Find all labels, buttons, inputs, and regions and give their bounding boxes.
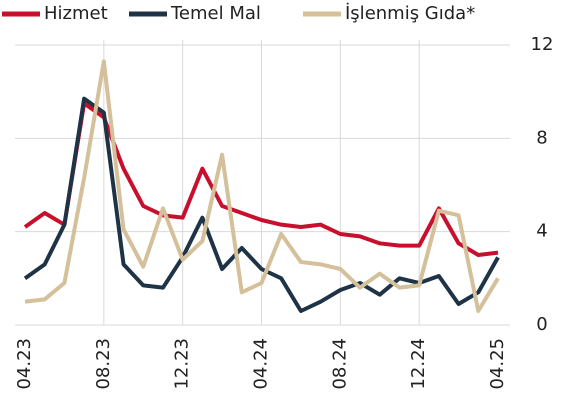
x-tick-label: 12.23 xyxy=(172,338,193,390)
x-tick-label: 04.23 xyxy=(14,338,35,390)
y-tick-label: 12 xyxy=(531,34,554,55)
legend-label: Temel Mal xyxy=(170,3,261,24)
x-tick-label: 08.23 xyxy=(93,338,114,390)
y-tick-label: 4 xyxy=(536,221,547,242)
legend-label: Hizmet xyxy=(44,3,108,24)
y-tick-label: 8 xyxy=(536,127,547,148)
x-tick-label: 12.24 xyxy=(408,338,429,390)
legend-label: İşlenmiş Gıda* xyxy=(345,3,475,24)
x-tick-label: 04.25 xyxy=(487,338,508,390)
x-tick-label: 04.24 xyxy=(251,338,272,390)
y-tick-label: 0 xyxy=(536,314,547,335)
x-tick-label: 08.24 xyxy=(329,338,350,390)
line-series xyxy=(24,59,500,313)
